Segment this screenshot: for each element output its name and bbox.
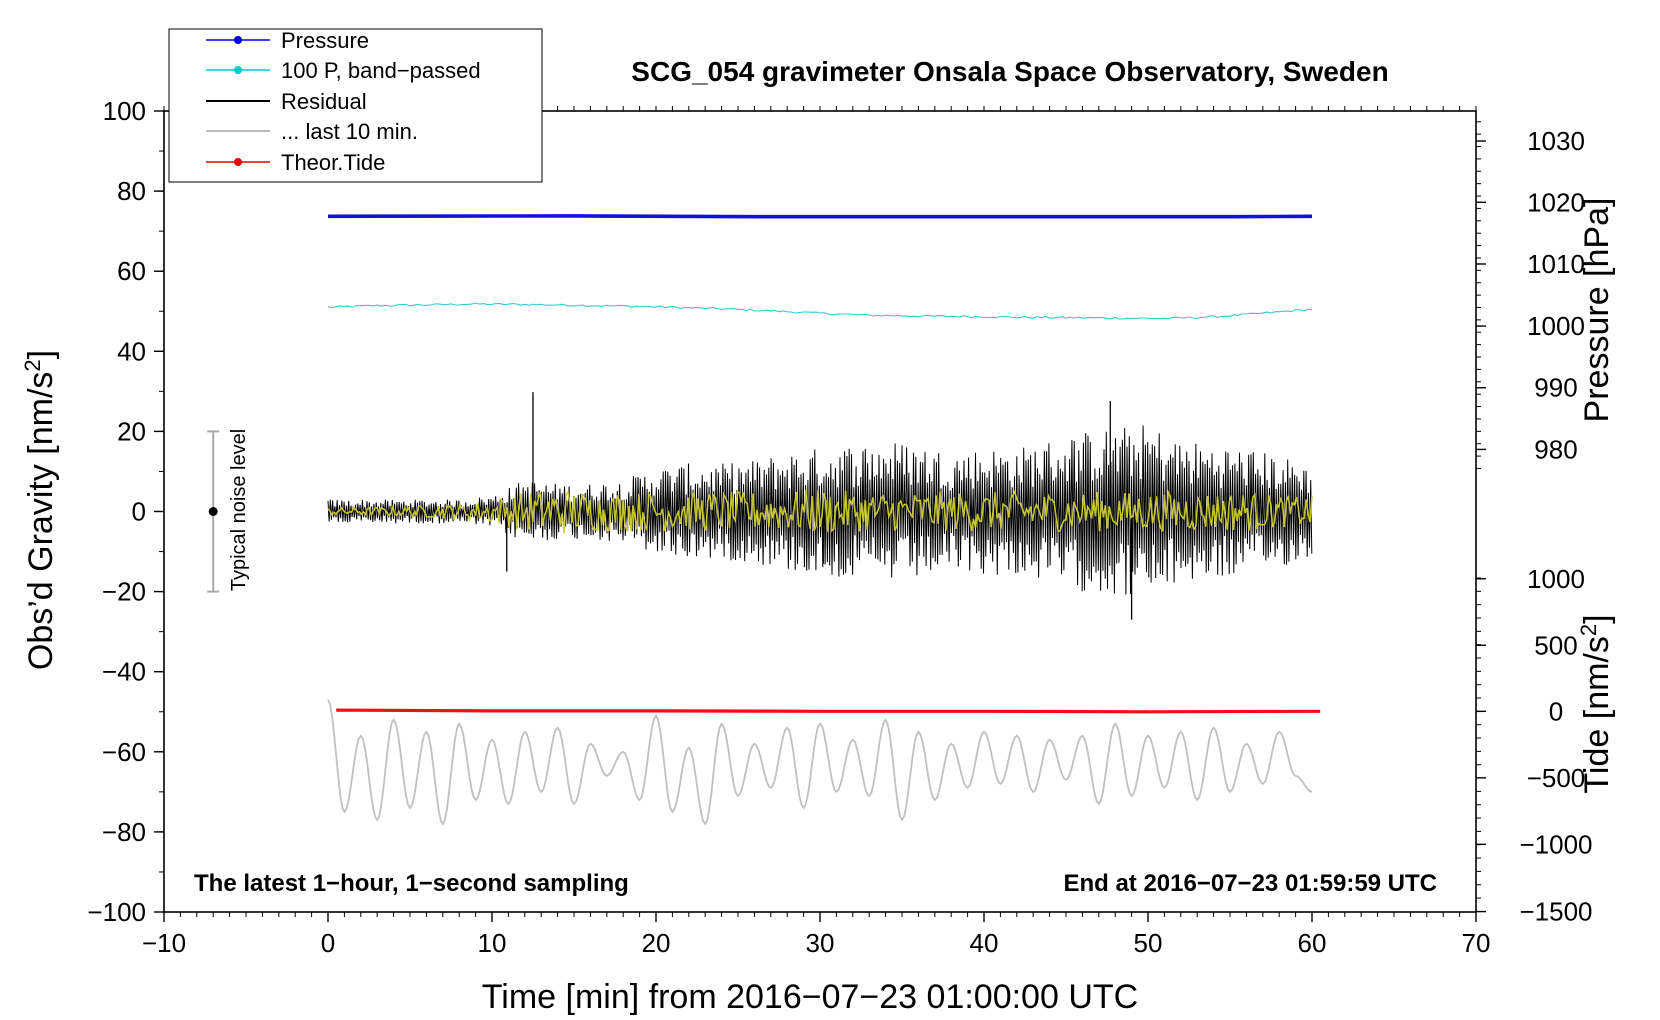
series-smoothed-residual (327, 489, 1313, 534)
x-tick-label: 20 (642, 928, 671, 958)
series-pressure (327, 214, 1313, 219)
noise-bar-label: Typical noise level (228, 429, 250, 591)
y-tick-label: −80 (102, 817, 146, 847)
x-tick-label: 60 (1298, 928, 1327, 958)
x-tick-label: 50 (1134, 928, 1163, 958)
x-tick-label: −10 (142, 928, 186, 958)
pressure-tick-label: 980 (1534, 434, 1577, 464)
annotation-right: End at 2016−07−23 01:59:59 UTC (1063, 870, 1437, 897)
series-tide-reference (327, 699, 1313, 826)
y-tick-label: 80 (117, 176, 146, 206)
y-tick-label: 100 (103, 96, 146, 126)
y-tick-label: −100 (87, 897, 146, 927)
legend-item-last-10-min: ... last 10 min. (206, 119, 418, 144)
tide-tick-label: 500 (1534, 630, 1577, 660)
chart-title: SCG_054 gravimeter Onsala Space Observat… (631, 56, 1388, 87)
y-tick-label: 20 (117, 416, 146, 446)
svg-text:100 P, band−passed: 100 P, band−passed (281, 58, 481, 83)
legend-item-pressure: Pressure (206, 28, 369, 53)
svg-text:... last 10 min.: ... last 10 min. (281, 119, 418, 144)
svg-text:Pressure: Pressure (281, 28, 369, 53)
y-tick-label: −60 (102, 737, 146, 767)
legend-marker-theor-tide (234, 158, 242, 166)
legend-marker-pressure (234, 36, 242, 44)
axes-layer: −10 0 10 20 30 40 50 60 70100806040200−20−40−60−… (87, 96, 1592, 958)
legend-item-band-passed: 100 P, band−passed (206, 58, 481, 83)
y-tick-label: −40 (102, 657, 146, 687)
y-tick-label: 0 (132, 497, 146, 527)
tide-tick-label: −1500 (1519, 897, 1592, 927)
svg-text:Residual: Residual (281, 89, 367, 114)
annotation-left: The latest 1−hour, 1−second sampling (194, 870, 629, 897)
legend: Pressure 100 P, band−passed Residual ...… (168, 28, 543, 183)
y-axis-title: Obs’d Gravity [nm/s2] (20, 350, 61, 670)
tide-tick-label: −500 (1527, 763, 1586, 793)
pressure-tick-label: 1020 (1527, 187, 1585, 217)
x-tick-label: 70 (1462, 928, 1491, 958)
tide-tick-label: 1000 (1527, 564, 1585, 594)
x-tick-label: 0 (321, 928, 335, 958)
x-tick-label: 30 (806, 928, 835, 958)
svg-text:Theor.Tide: Theor.Tide (281, 150, 385, 175)
series-layer (207, 214, 1321, 826)
tide-tick-label: 0 (1549, 696, 1563, 726)
x-tick-label: 40 (970, 928, 999, 958)
pressure-tick-label: 1030 (1527, 126, 1585, 156)
legend-item-theor-tide: Theor.Tide (206, 150, 385, 175)
x-axis-title: Time [min] from 2016−07−23 01:00:00 UTC (482, 978, 1138, 1016)
pressure-axis-title: Pressure [hPa] (1578, 198, 1616, 423)
legend-marker-band-passed (234, 66, 242, 74)
y-tick-label: 40 (117, 336, 146, 366)
pressure-tick-label: 990 (1534, 373, 1577, 403)
series-theor-tide (336, 708, 1321, 714)
pressure-tick-label: 1010 (1527, 249, 1585, 279)
legend-item-residual: Residual (206, 89, 367, 114)
series-band-passed (327, 302, 1313, 320)
tide-axis-title: Tide [nm/s2] (1576, 614, 1617, 793)
y-tick-label: 60 (117, 256, 146, 286)
legend-box (168, 28, 543, 183)
y-tick-label: −20 (102, 577, 146, 607)
tide-tick-label: −1000 (1519, 829, 1592, 859)
pressure-tick-label: 1000 (1527, 311, 1585, 341)
x-tick-label: 10 (478, 928, 507, 958)
noise-bar-center (208, 507, 218, 516)
